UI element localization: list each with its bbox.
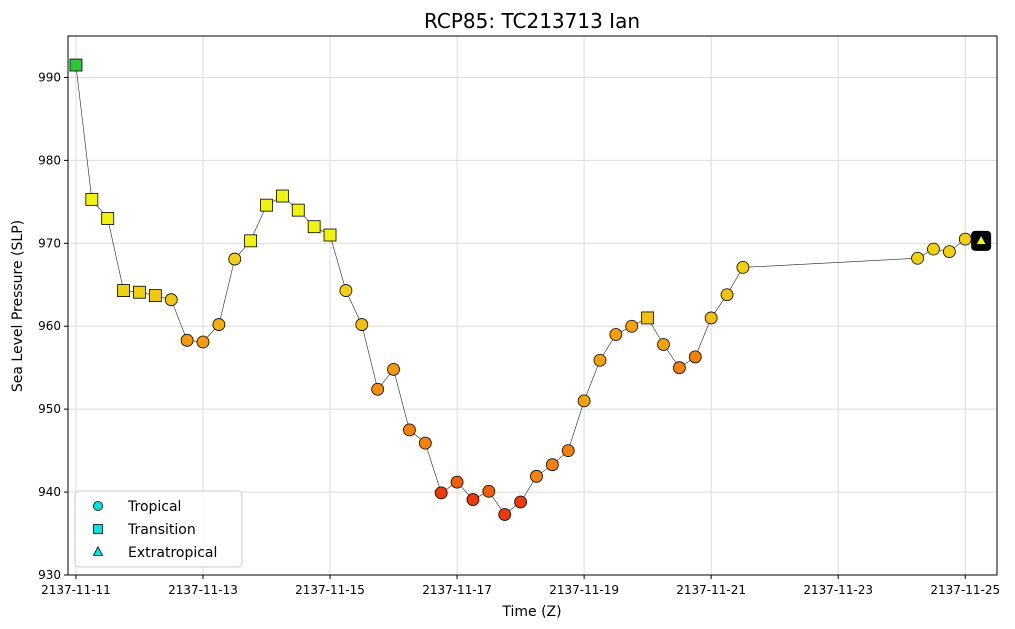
legend-square-icon — [93, 524, 103, 534]
data-point-tropical — [212, 318, 226, 331]
x-tick-label: 2137-11-23 — [803, 583, 873, 597]
data-point-tropical — [688, 350, 702, 364]
data-point-tropical — [180, 333, 194, 347]
data-point-tropical — [577, 394, 591, 408]
data-point-tropical — [545, 458, 559, 472]
x-axis-label: Time (Z) — [501, 604, 561, 620]
data-point-tropical — [625, 319, 639, 333]
data-point-transition — [291, 203, 305, 217]
data-point-transition — [69, 58, 83, 72]
data-point-tropical — [657, 338, 670, 351]
x-tick-label: 2137-11-15 — [295, 583, 365, 597]
data-point-transition — [117, 284, 130, 297]
data-point-transition — [275, 189, 289, 203]
legend-label: Transition — [127, 522, 196, 538]
data-point-tropical — [387, 362, 400, 376]
legend-triangle-icon — [92, 545, 104, 556]
data-markers — [69, 58, 992, 521]
legend: Tropical Transition Extratropical — [74, 490, 243, 568]
plot-frame — [67, 35, 998, 576]
x-tick-label: 2137-11-21 — [676, 583, 746, 597]
y-axis-ticks: 930 940 950 960 970 980 990 — [38, 70, 68, 582]
data-point-tropical — [530, 469, 543, 483]
data-point-tropical — [514, 495, 527, 509]
x-tick-label: 2137-11-17 — [422, 583, 492, 597]
data-point-tropical — [593, 353, 607, 367]
data-point-tropical — [704, 311, 718, 325]
x-tick-label: 2137-11-11 — [41, 583, 111, 597]
data-point-transition — [148, 289, 162, 302]
data-point-tropical — [196, 335, 210, 349]
y-tick-label: 980 — [38, 153, 61, 167]
data-point-tropical — [911, 251, 924, 265]
y-tick-label: 950 — [38, 402, 61, 416]
data-point-tropical — [720, 288, 734, 302]
data-point-transition — [260, 198, 273, 212]
x-tick-label: 2137-11-19 — [549, 583, 619, 597]
data-point-tropical — [927, 242, 940, 256]
data-point-tropical — [371, 382, 385, 396]
data-point-tropical — [228, 252, 242, 266]
y-tick-label: 930 — [38, 568, 61, 582]
data-point-transition — [323, 228, 337, 242]
data-point-tropical — [164, 293, 178, 307]
data-point-transition — [133, 285, 146, 299]
legend-box — [74, 490, 243, 568]
legend-circle-icon — [93, 501, 103, 511]
data-point-tropical — [672, 361, 686, 375]
data-point-tropical — [466, 493, 480, 506]
data-point-transition — [101, 212, 115, 225]
data-point-tropical — [434, 486, 448, 500]
data-point-tropical — [498, 508, 512, 521]
y-tick-label: 940 — [38, 485, 61, 499]
x-tick-label: 2137-11-13 — [168, 583, 238, 597]
legend-label: Extratropical — [128, 545, 217, 561]
data-point-tropical — [403, 423, 416, 437]
x-tick-label: 2137-11-25 — [930, 583, 1000, 597]
y-tick-label: 990 — [38, 70, 61, 84]
data-point-transition — [244, 234, 258, 248]
legend-label: Tropical — [127, 499, 181, 515]
data-point-tropical — [736, 260, 750, 274]
data-point-tropical — [958, 232, 972, 246]
data-point-transition — [85, 192, 99, 206]
data-point-extratropical — [975, 234, 987, 245]
data-point-transition — [307, 220, 321, 234]
data-point-tropical — [482, 484, 496, 498]
data-point-tropical — [561, 444, 575, 458]
data-point-tropical — [355, 318, 369, 331]
data-point-tropical — [418, 436, 432, 450]
y-tick-label: 960 — [38, 319, 61, 333]
data-point-tropical — [609, 328, 623, 341]
y-axis-label: Sea Level Pressure (SLP) — [10, 220, 26, 392]
x-axis-ticks: 2137-11-11 2137-11-13 2137-11-15 2137-11-17… — [41, 575, 1000, 597]
data-point-tropical — [450, 475, 464, 489]
data-point-tropical — [339, 284, 353, 297]
y-tick-label: 970 — [38, 236, 61, 250]
data-point-tropical — [942, 245, 956, 259]
chart-title: RCP85: TC213713 Ian — [424, 9, 640, 33]
data-point-transition — [641, 311, 655, 325]
